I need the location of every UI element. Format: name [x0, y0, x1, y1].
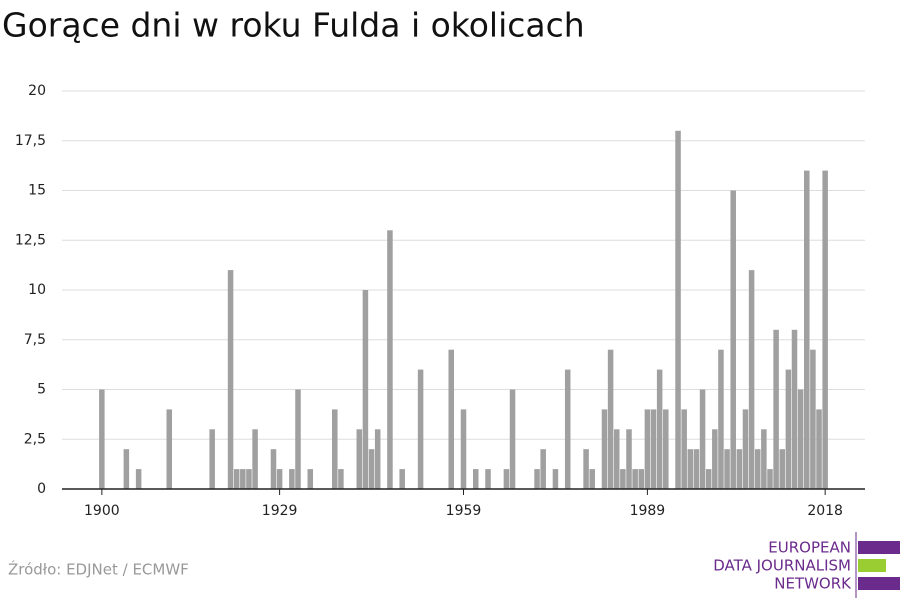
bar	[650, 409, 657, 489]
bar	[730, 190, 736, 489]
bar	[816, 409, 822, 489]
source: Źródło: EDJNet / ECMWF	[8, 560, 189, 579]
bar	[761, 429, 767, 489]
x-tick-label: 2018	[807, 503, 843, 519]
bar	[663, 409, 669, 489]
x-tick-label: 1929	[262, 503, 298, 519]
bar	[681, 409, 687, 489]
bar	[810, 349, 816, 489]
bar	[227, 270, 234, 489]
bar	[589, 469, 595, 489]
bar	[246, 469, 252, 489]
bar	[785, 369, 792, 489]
bar	[724, 449, 730, 489]
bar	[99, 389, 105, 489]
bar	[362, 290, 369, 489]
chart-title: Gorące dni w roku Fulda i okolicach	[2, 6, 585, 45]
y-tick-label: 0	[37, 481, 46, 497]
bar	[797, 389, 804, 489]
logo-text: DATA JOURNALISM	[713, 557, 851, 575]
bar	[233, 469, 240, 489]
bar	[705, 469, 712, 489]
bar	[613, 429, 620, 489]
bar	[503, 469, 510, 489]
bar	[767, 469, 773, 489]
bar	[804, 170, 810, 489]
bar	[509, 389, 516, 489]
bar	[540, 449, 546, 489]
bar	[209, 429, 215, 489]
logo-text: NETWORK	[774, 575, 852, 593]
bar	[626, 429, 632, 489]
y-tick-label: 12,5	[15, 232, 46, 248]
bar	[123, 449, 130, 489]
y-tick-label: 15	[28, 183, 46, 199]
y-tick-label: 2,5	[24, 431, 46, 447]
bar	[166, 409, 173, 489]
bar	[712, 429, 718, 489]
bar	[748, 270, 755, 489]
y-tick-label: 10	[28, 282, 46, 298]
bar	[417, 369, 424, 489]
bar	[240, 469, 246, 489]
bar	[791, 329, 798, 489]
bar	[583, 449, 589, 489]
logo-bar	[858, 541, 900, 554]
y-tick-label: 7,5	[24, 332, 46, 348]
bar	[754, 449, 761, 489]
bar	[399, 469, 405, 489]
x-tick-label: 1900	[84, 503, 120, 519]
bar	[822, 170, 828, 489]
bar	[307, 469, 314, 489]
bar	[485, 469, 491, 489]
bar	[387, 230, 393, 490]
x-tick-label: 1989	[630, 503, 666, 519]
bar	[552, 469, 559, 489]
bar	[368, 449, 375, 489]
bar	[718, 349, 724, 489]
bar	[699, 389, 706, 489]
logo-bar	[858, 559, 886, 572]
bar	[356, 429, 363, 489]
bar	[736, 449, 743, 489]
bar	[693, 449, 700, 489]
bar	[644, 409, 651, 489]
bar	[779, 449, 786, 489]
bar	[632, 469, 638, 489]
x-tick-label: 1959	[446, 503, 482, 519]
bar	[773, 329, 779, 489]
bar	[338, 469, 344, 489]
bar	[675, 130, 681, 490]
bar	[534, 469, 540, 489]
bar	[252, 429, 258, 489]
bar	[656, 369, 663, 489]
bar	[135, 469, 142, 489]
bar	[332, 409, 338, 489]
bar	[620, 469, 626, 489]
bar	[374, 429, 381, 489]
bar	[638, 469, 645, 489]
logo: EUROPEAN DATA JOURNALISM NETWORK	[713, 532, 900, 598]
bar	[295, 389, 301, 489]
bar	[289, 469, 295, 489]
bar	[448, 349, 454, 489]
bar	[276, 469, 283, 489]
bar	[564, 369, 571, 489]
bar	[270, 449, 277, 489]
y-tick-label: 5	[37, 382, 46, 398]
bar	[473, 469, 479, 489]
y-tick-label: 20	[28, 83, 46, 99]
logo-text: EUROPEAN	[768, 539, 851, 557]
logo-bar	[858, 577, 900, 590]
y-tick-label: 17,5	[15, 133, 46, 149]
bar	[601, 409, 608, 489]
bar	[460, 409, 467, 489]
bar	[607, 349, 614, 489]
bar	[687, 449, 694, 489]
bar	[742, 409, 749, 489]
